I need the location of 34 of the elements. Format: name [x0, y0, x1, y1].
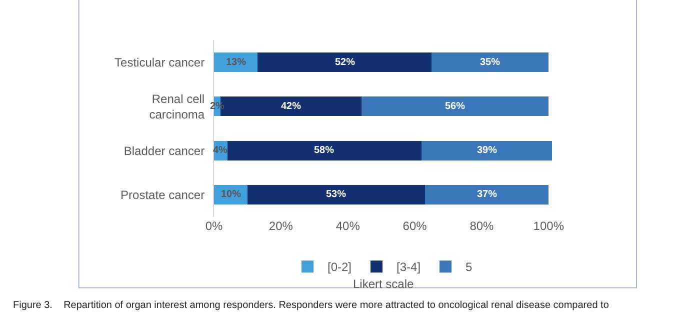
bar — [361, 96, 549, 116]
data-label: 56% — [445, 101, 466, 112]
y-tick-label: Bladder cancer — [124, 144, 205, 158]
bar — [424, 185, 549, 205]
data-label: 52% — [335, 57, 356, 68]
x-tick-label: 60% — [402, 219, 428, 233]
data-label: 58% — [314, 145, 334, 156]
data-label: 13% — [226, 57, 246, 68]
data-label: 37% — [477, 189, 498, 200]
x-tick-label: 40% — [336, 219, 360, 233]
x-tick-label: 100% — [533, 219, 564, 233]
x-tick-label: 80% — [470, 219, 494, 233]
data-label: 10% — [221, 189, 242, 200]
legend-label: [3-4] — [396, 260, 421, 274]
y-tick-label: Prostate cancer — [120, 188, 205, 202]
bar — [214, 52, 258, 72]
x-tick-label: 20% — [268, 219, 294, 233]
data-label: 53% — [326, 189, 346, 200]
y-tick-label: Renal cell carcinoma — [149, 92, 205, 122]
data-label: 42% — [281, 101, 302, 112]
legend-label: 5 — [466, 260, 473, 274]
legend-title: Likert scale — [353, 277, 414, 291]
bar — [247, 185, 425, 205]
bar — [421, 140, 552, 160]
legend-label: [0-2] — [328, 260, 352, 274]
data-label: 2% — [210, 101, 225, 112]
y-tick-label: Testicular cancer — [114, 55, 205, 70]
bar — [258, 52, 432, 72]
caption: Figure 3. Repartition of organ interest among responders. Responders were more attracted to oncological renal disease compared to — [13, 300, 610, 311]
bar — [227, 140, 422, 160]
bar — [432, 52, 549, 72]
data-label: 39% — [477, 145, 498, 156]
data-label: 35% — [480, 57, 500, 68]
x-tick-label: 0% — [205, 219, 223, 233]
